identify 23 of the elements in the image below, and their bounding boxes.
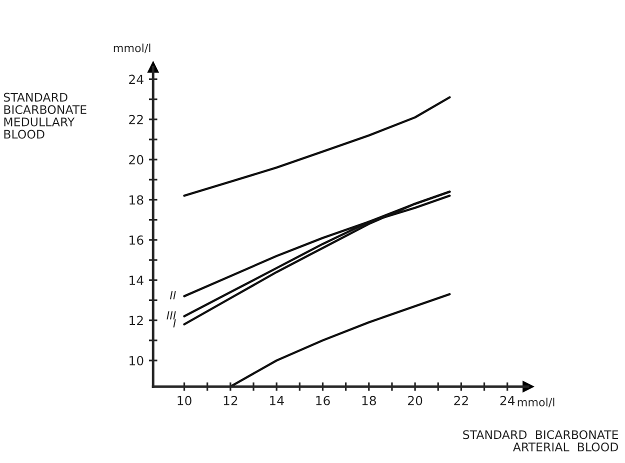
y-tick-label: 22 bbox=[129, 114, 143, 124]
y-tick-label: 20 bbox=[129, 155, 144, 164]
x-tick-label: 16 bbox=[316, 396, 330, 406]
series-label: III bbox=[166, 311, 176, 320]
y-tick-label: 10 bbox=[130, 356, 144, 366]
x-tick-label: 20 bbox=[408, 396, 422, 406]
y-tick-label: 16 bbox=[130, 235, 144, 245]
y-axis-title: STANDARD BICARBONATE MEDULLARY BLOOD bbox=[4, 92, 86, 139]
x-tick-label: 18 bbox=[362, 396, 376, 406]
series-label: I bbox=[173, 319, 176, 328]
text: mmol/l bbox=[114, 44, 150, 54]
y-tick-label: 14 bbox=[130, 276, 144, 285]
y-tick-label: 18 bbox=[130, 195, 144, 205]
x-tick-label: 22 bbox=[454, 396, 468, 406]
y-tick-label: 12 bbox=[130, 316, 143, 326]
text: mmol/l bbox=[518, 398, 554, 408]
series-label: II bbox=[170, 291, 176, 300]
y-tick-label: 24 bbox=[129, 74, 144, 84]
x-tick-label: 12 bbox=[224, 396, 238, 406]
x-tick-label: 10 bbox=[178, 396, 192, 406]
x-axis-title: STANDARD BICARBONATE ARTERIAL BLOOD bbox=[463, 430, 618, 452]
x-tick-label: 24 bbox=[500, 396, 515, 406]
x-tick-label: 14 bbox=[270, 396, 284, 406]
